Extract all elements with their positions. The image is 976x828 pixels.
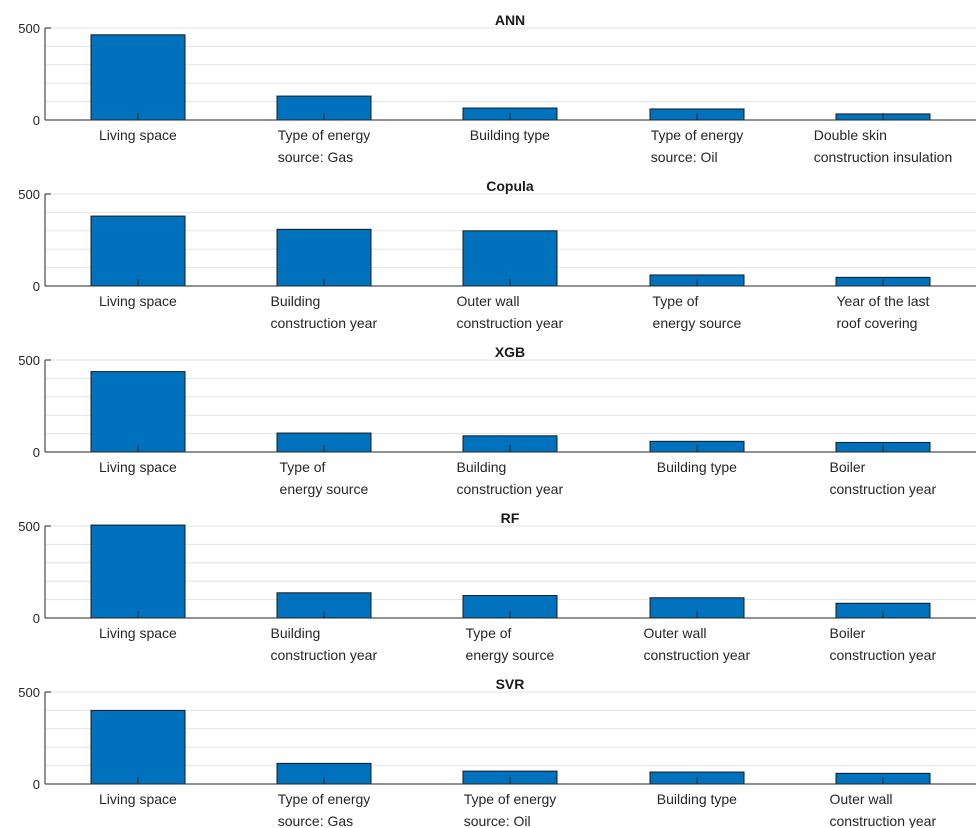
panel-3-category-label-1: Living space <box>99 459 177 475</box>
panel-3-ytick-label: 500 <box>18 353 40 368</box>
panel-1-category-label-3: Building type <box>470 127 550 143</box>
panel-5-category-label-2: Type of energy source: Gas <box>278 791 371 828</box>
panel-3-category-label-2: Type of energy source <box>280 459 369 497</box>
panel-1-category-label-4: Type of energy source: Oil <box>651 127 744 165</box>
panel-2-title: Copula <box>486 178 534 194</box>
panel-5-ytick-label: 0 <box>33 777 40 792</box>
panel-4-category-label-1: Living space <box>99 625 177 641</box>
panel-2-ytick-label: 500 <box>18 187 40 202</box>
panel-2-category-label-4: Type of energy source <box>653 293 742 331</box>
panel-1-category-label-1: Living space <box>99 127 177 143</box>
panel-3-ytick-label: 0 <box>33 445 40 460</box>
panel-2-category-label-2: Building construction year <box>271 293 378 331</box>
panel-5-title: SVR <box>496 676 525 692</box>
panel-4-ytick-label: 0 <box>33 611 40 626</box>
panel-2-bar-3 <box>462 230 558 287</box>
panel-1-title: ANN <box>495 12 525 28</box>
panel-1-bar-1 <box>90 34 186 121</box>
panel-4-category-label-3: Type of energy source <box>466 625 555 663</box>
panel-1-ytick-label: 0 <box>33 113 40 128</box>
panel-3-title: XGB <box>495 344 525 360</box>
panel-3-category-label-4: Building type <box>657 459 737 475</box>
panel-5-ytick-label: 500 <box>18 685 40 700</box>
panel-4-ytick-label: 500 <box>18 519 40 534</box>
panel-3-bar-1 <box>90 371 186 453</box>
panel-5-bar-1 <box>90 709 186 785</box>
panel-4-category-label-5: Boiler construction year <box>830 625 937 663</box>
panel-2-category-label-5: Year of the last roof covering <box>837 293 930 331</box>
panel-2-category-label-1: Living space <box>99 293 177 309</box>
panel-3-category-label-5: Boiler construction year <box>830 459 937 497</box>
panel-2-bar-2 <box>276 228 372 287</box>
panel-2-ytick-label: 0 <box>33 279 40 294</box>
panel-4-category-label-2: Building construction year <box>271 625 378 663</box>
panel-5-category-label-1: Living space <box>99 791 177 807</box>
panel-5-category-label-3: Type of energy source: Oil <box>464 791 557 828</box>
panel-4-title: RF <box>501 510 520 526</box>
panel-4-category-label-4: Outer wall construction year <box>644 625 751 663</box>
panel-5-category-label-5: Outer wall construction year <box>830 791 937 828</box>
panel-3-category-label-3: Building construction year <box>457 459 564 497</box>
panel-2-category-label-3: Outer wall construction year <box>457 293 564 331</box>
panel-1-category-label-2: Type of energy source: Gas <box>278 127 371 165</box>
panel-1-category-label-5: Double skin construction insulation <box>814 127 953 165</box>
panel-4-bar-1 <box>90 524 186 619</box>
panel-1-ytick-label: 500 <box>18 21 40 36</box>
panel-5-category-label-4: Building type <box>657 791 737 807</box>
panel-2-bar-1 <box>90 215 186 287</box>
panel-4-bar-2 <box>276 592 372 619</box>
